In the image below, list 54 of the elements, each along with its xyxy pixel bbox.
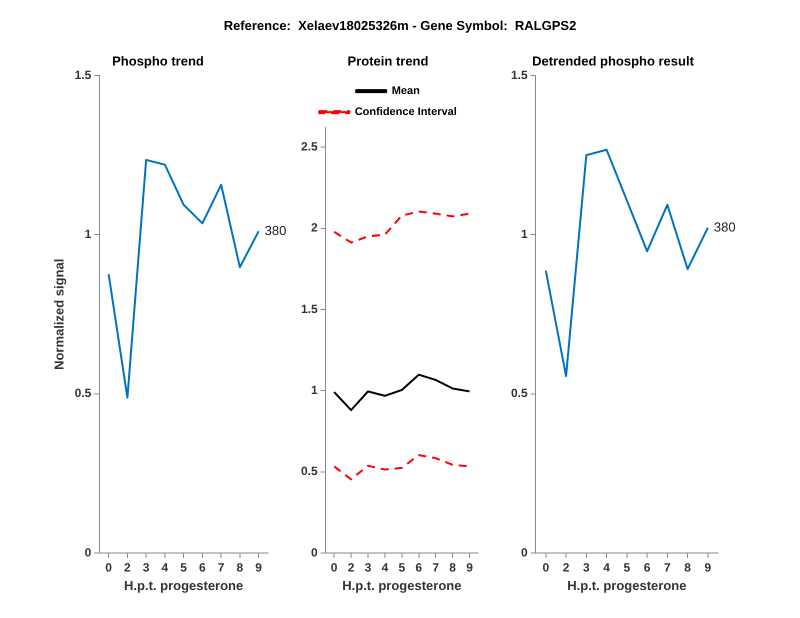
x-tick-label: 5 [180,560,188,575]
y-tick-label: 1.5 [74,68,92,82]
x-axis-title: H.p.t. progesterone [124,578,244,593]
x-tick-label: 2 [348,560,355,575]
chart-subtitle: Detrended phospho result [532,53,695,68]
x-tick-label: 2 [124,560,132,575]
x-tick-label: 6 [415,560,422,575]
x-tick-label: 2 [562,560,570,575]
annotation: 380 [264,222,286,238]
y-tick-label: 1 [310,382,318,397]
x-tick-label: 4 [382,560,389,575]
x-tick-label: 0 [105,560,112,575]
x-tick-label: 7 [218,560,225,575]
x-tick-label: 7 [664,560,672,575]
y-tick-label: 2 [310,220,318,235]
y-axis-title: Normalized signal [51,258,66,370]
x-tick-label: 7 [432,560,440,575]
x-tick-label: 8 [449,560,456,575]
line-series [333,210,471,244]
annotation: 380 [714,219,736,234]
y-tick-label: 1.5 [510,68,528,82]
x-axis-title: H.p.t. progesterone [342,578,462,593]
y-tick-label: 0 [84,545,92,560]
y-tick-label: 0.5 [300,464,318,478]
x-tick-label: 0 [542,560,550,575]
x-tick-label: 4 [603,560,610,575]
x-tick-label: 0 [330,560,338,575]
x-tick-label: 3 [364,560,372,575]
x-tick-label: 8 [236,560,244,575]
x-tick-label: 9 [466,560,474,575]
legend-label: Mean [392,85,420,98]
x-tick-label: 9 [255,560,262,575]
x-tick-label: 5 [398,560,406,575]
chart-subtitle: Protein trend [348,53,428,68]
x-tick-label: 6 [644,560,651,575]
y-tick-label: 1.5 [300,302,318,316]
y-tick-label: 0.5 [74,386,92,400]
x-tick-label: 5 [623,560,630,575]
y-tick-label: 1 [84,227,92,242]
chart-subtitle: Phospho trend [112,53,204,68]
y-tick-label: 0 [520,545,528,560]
x-tick-label: 6 [199,560,206,575]
y-tick-label: 2.5 [300,139,318,154]
y-tick-label: 0.5 [510,386,528,400]
x-tick-label: 3 [582,560,590,575]
text: Reference: Xelaev18025326m - Gene Symbol: RALGPS2 [222,18,578,33]
x-tick-label: 8 [684,560,692,575]
x-tick-label: 4 [162,560,169,575]
y-tick-label: 1 [520,227,528,242]
legend-label: Confidence Interval [354,106,457,118]
x-axis-title: H.p.t. progesterone [567,578,686,593]
x-tick-label: 9 [704,560,712,575]
x-tick-label: 3 [142,560,150,575]
y-tick-label: 0 [310,545,318,560]
